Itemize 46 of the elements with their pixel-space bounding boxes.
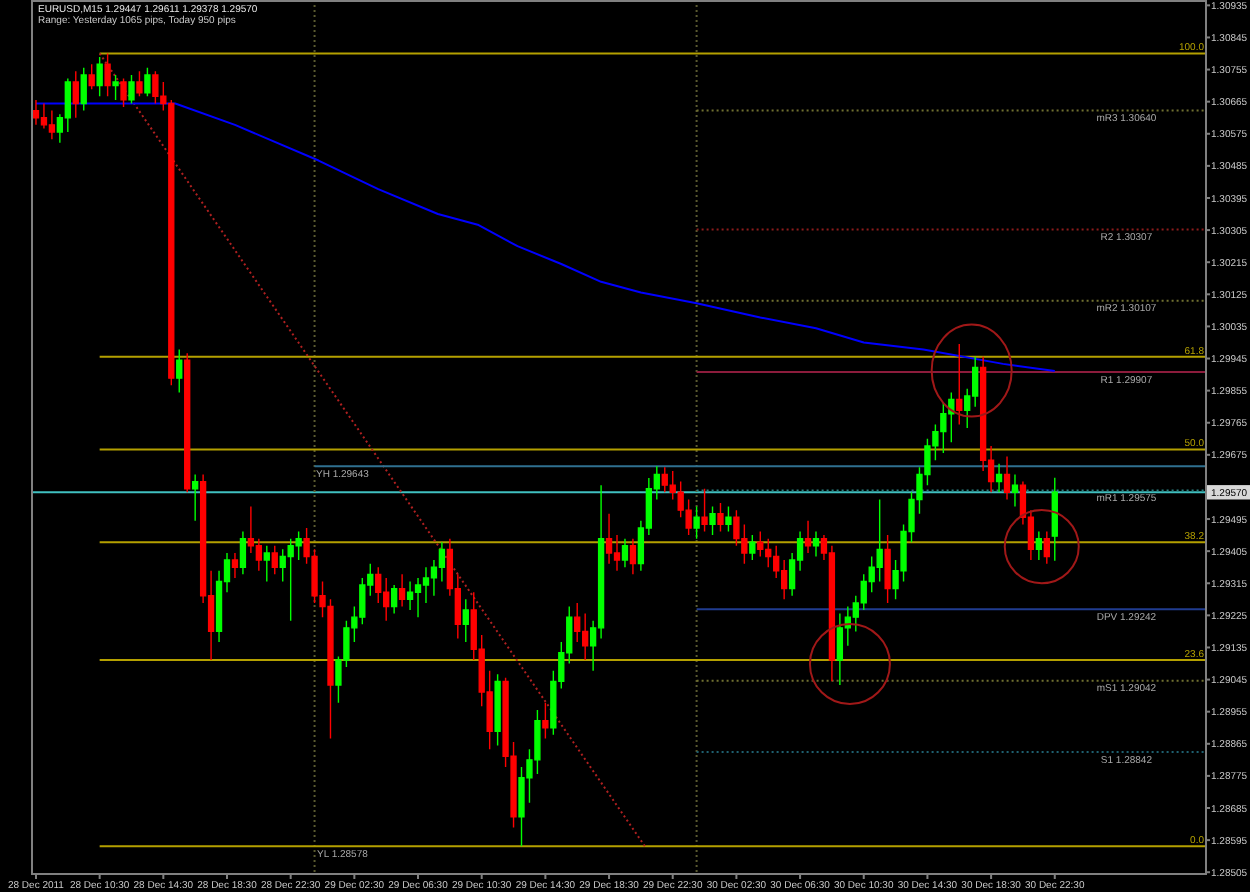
candlestick <box>231 552 239 579</box>
candlestick <box>629 537 637 576</box>
candlestick <box>192 473 199 522</box>
candlestick <box>717 502 724 533</box>
candlestick <box>152 70 159 105</box>
line-series <box>34 102 1056 372</box>
candlestick <box>701 488 708 533</box>
candlestick <box>390 584 398 615</box>
candlestick <box>112 74 119 101</box>
candlestick <box>749 534 756 561</box>
candlestick <box>96 56 103 98</box>
candlestick <box>32 99 40 126</box>
candlestick <box>693 505 700 540</box>
candlestick <box>995 463 1003 493</box>
candlestick <box>1035 530 1043 561</box>
candlestick <box>176 348 183 394</box>
candlestick <box>1043 530 1050 565</box>
candlestick <box>72 70 79 119</box>
candlestick <box>120 77 127 108</box>
candlestick <box>48 109 56 140</box>
candlestick <box>605 513 613 565</box>
candlestick <box>88 63 95 90</box>
candlestick <box>621 537 629 568</box>
candlestick <box>287 537 294 622</box>
candlestick <box>462 598 469 643</box>
candlestick <box>812 530 820 558</box>
candlestick <box>956 343 963 426</box>
candlestick <box>725 505 732 533</box>
candlestick <box>104 52 111 98</box>
candlestick <box>804 520 812 554</box>
candlestick <box>494 673 501 747</box>
candlestick <box>128 74 135 105</box>
candlestick <box>239 530 247 576</box>
candlestick <box>136 70 143 98</box>
candlestick <box>144 67 151 98</box>
candlestick <box>661 466 668 493</box>
candlestick <box>1011 473 1019 508</box>
candlestick <box>1003 455 1011 501</box>
candlestick <box>884 534 891 604</box>
candlestick <box>398 573 406 608</box>
candlestick <box>271 545 278 576</box>
candlestick <box>709 505 716 536</box>
candlestick <box>542 702 549 740</box>
candlestick <box>836 612 844 686</box>
candlestick <box>406 580 414 611</box>
candlestick <box>263 545 270 583</box>
